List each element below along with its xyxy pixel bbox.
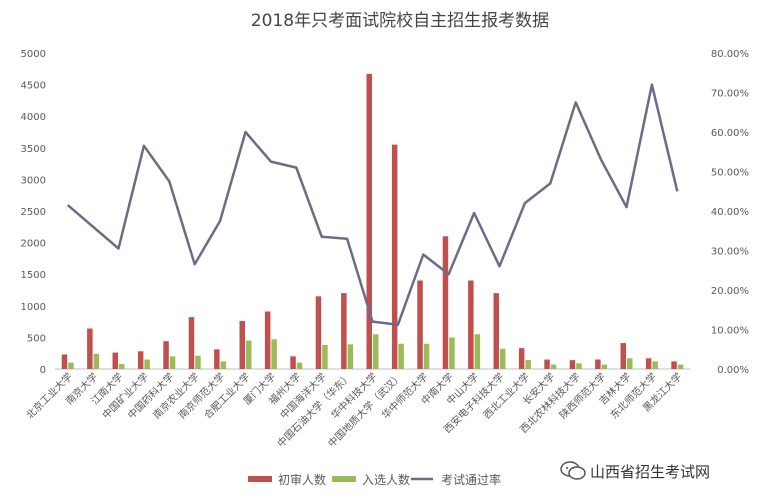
bar-chushen xyxy=(391,144,398,369)
y-left-tick-label: 3500 xyxy=(21,144,46,155)
y-right-tick-label: 70.00% xyxy=(711,89,749,100)
bar-ruxuan xyxy=(93,353,100,369)
bar-ruxuan xyxy=(68,362,74,369)
bar-chushen xyxy=(366,73,372,369)
bar-ruxuan xyxy=(474,334,481,369)
y-left-tick-label: 4000 xyxy=(21,112,46,123)
bar-ruxuan xyxy=(169,356,176,369)
bar-chushen xyxy=(87,328,93,369)
bar-chushen xyxy=(341,293,347,369)
chart-title: 2018年只考面试院校自主招生报考数据 xyxy=(251,11,549,31)
bar-chushen xyxy=(239,320,245,369)
bar-chushen xyxy=(569,360,576,369)
bar-ruxuan xyxy=(423,343,430,369)
bar-ruxuan xyxy=(601,364,608,369)
y-left-tick-label: 4500 xyxy=(21,81,46,92)
y-left-tick-label: 3000 xyxy=(21,175,46,186)
bar-chushen xyxy=(645,358,652,369)
bar-ruxuan xyxy=(398,343,404,369)
y-left-tick-label: 1500 xyxy=(21,270,46,281)
y-right-tick-label: 10.00% xyxy=(711,326,749,337)
bar-ruxuan xyxy=(220,361,227,369)
wechat-icon xyxy=(560,461,586,480)
y-left-tick-label: 500 xyxy=(27,333,46,344)
bar-chushen xyxy=(315,296,322,369)
watermark: 山西省招生考试网 xyxy=(560,457,710,485)
y-right-tick-label: 0.00% xyxy=(717,365,749,376)
chart-legend: 初审人数 入选人数 考试通过率 xyxy=(248,472,501,487)
y-right-tick-label: 50.00% xyxy=(711,168,749,179)
bar-ruxuan xyxy=(246,340,252,369)
bar-ruxuan xyxy=(322,344,328,369)
bar-chushen xyxy=(595,359,601,369)
bar-chushen xyxy=(468,280,474,369)
bar-chushen xyxy=(493,293,499,369)
bar-ruxuan xyxy=(500,348,506,369)
bar-ruxuan xyxy=(576,363,582,369)
y-right-tick-label: 30.00% xyxy=(711,247,749,258)
bar-ruxuan xyxy=(144,359,150,369)
bar-ruxuan xyxy=(627,358,633,369)
bar-chushen xyxy=(518,348,525,369)
x-axis-labels: 北京工业大学南京大学江南大学中国矿业大学中国药科大学南京农业大学南京师范大学合肥… xyxy=(23,370,684,450)
bar-ruxuan xyxy=(296,362,303,369)
chart-axes: 0 500 1000 1500 2000 2500 3000 3500 4000 4500 5000… xyxy=(21,49,749,376)
legend-swatch xyxy=(248,476,272,482)
bar-chushen xyxy=(290,356,296,369)
bar-ruxuan xyxy=(119,363,125,369)
bar-ruxuan xyxy=(550,364,557,369)
bar-chushen xyxy=(417,280,423,369)
bar-chushen xyxy=(442,236,449,369)
y-right-tick-label: 40.00% xyxy=(711,207,749,218)
bar-ruxuan xyxy=(677,364,684,369)
chart-line xyxy=(66,83,679,327)
legend-label: 考试通过率 xyxy=(441,472,501,487)
y-right-tick-label: 80.00% xyxy=(711,49,749,60)
bar-chushen xyxy=(214,349,220,369)
bar-chushen xyxy=(163,341,169,369)
y-left-tick-label: 1000 xyxy=(21,302,46,313)
bar-chushen xyxy=(544,359,550,369)
bar-chushen xyxy=(61,354,68,369)
bar-chushen xyxy=(112,352,118,369)
bar-chushen xyxy=(671,361,677,369)
bar-ruxuan xyxy=(195,355,201,369)
bar-ruxuan xyxy=(449,337,455,369)
legend-swatch xyxy=(332,476,356,482)
bar-ruxuan xyxy=(652,361,658,369)
bar-ruxuan xyxy=(347,344,354,369)
bar-chushen xyxy=(620,343,626,369)
bar-ruxuan xyxy=(271,339,277,369)
y-left-tick-label: 2500 xyxy=(21,207,46,218)
y-right-tick-label: 20.00% xyxy=(711,286,749,297)
y-left-tick-label: 5000 xyxy=(21,49,46,60)
bar-ruxuan xyxy=(525,360,531,369)
y-left-tick-label: 0 xyxy=(40,365,46,376)
legend-label: 初审人数 xyxy=(278,472,326,487)
watermark-text: 山西省招生考试网 xyxy=(590,462,711,481)
chart-bars xyxy=(61,73,684,369)
bar-chushen xyxy=(137,351,144,369)
bar-chushen xyxy=(188,317,195,369)
line-tongguolv xyxy=(66,83,679,327)
y-left-tick-label: 2000 xyxy=(21,239,46,250)
bar-ruxuan xyxy=(373,334,379,369)
y-right-tick-label: 60.00% xyxy=(711,128,749,139)
bar-chushen xyxy=(264,311,271,369)
legend-label: 入选人数 xyxy=(362,472,410,487)
